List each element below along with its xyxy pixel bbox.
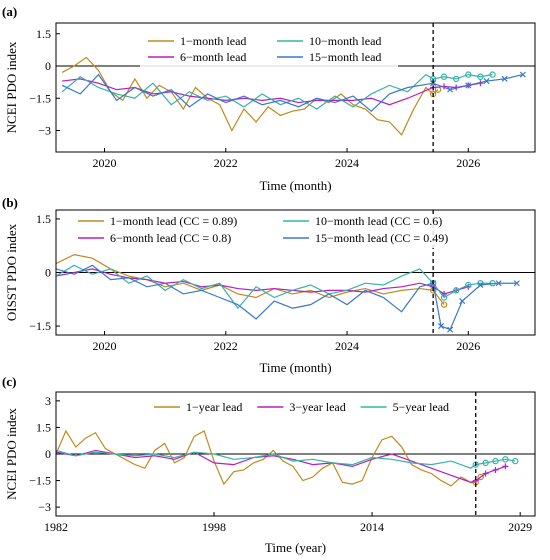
x-tick-label: 2026 — [456, 339, 480, 353]
legend-entry: 6−month lead (CC = 0.8) — [110, 231, 231, 245]
x-tick-label: 2020 — [93, 156, 117, 170]
series-3-marker — [437, 323, 445, 330]
series-line-0 — [61, 56, 439, 136]
x-axis-label: Time (month) — [259, 178, 331, 193]
panel-1: 2020 2022 2024 2026 1.5 0 −1.5 (b) Time (month) O… — [2, 195, 536, 375]
y-tick-label: 1.5 — [36, 27, 51, 41]
series-3-marker — [483, 78, 490, 85]
x-tick-label: 2029 — [508, 520, 532, 534]
series-3-marker — [513, 280, 520, 287]
panel-label: (b) — [2, 195, 18, 210]
series-line-0 — [56, 254, 445, 306]
x-tick-label: 2020 — [93, 339, 117, 353]
series-2-marker — [452, 75, 460, 83]
series-1-marker — [492, 466, 499, 473]
legend: 1−month lead (CC = 0.89) 6−month lead (CC… — [70, 214, 480, 248]
legend-entry: 15−month lead — [309, 50, 381, 64]
series-2-marker — [502, 456, 509, 463]
legend: 1−month lead 6−month lead 10−month lead 15−… — [140, 34, 398, 68]
series-0-marker — [440, 301, 448, 308]
series-2-marker — [465, 281, 472, 289]
series-line-0 — [56, 429, 482, 487]
series-3-marker — [447, 326, 454, 333]
series-2-marker — [465, 71, 472, 78]
panel-label: (c) — [2, 374, 16, 389]
series-line-3 — [61, 73, 524, 112]
y-axis-label: OISST PDO index — [4, 223, 19, 321]
y-tick-label: −1.5 — [29, 474, 51, 488]
series-2-marker — [512, 457, 519, 465]
series-2-marker — [440, 73, 448, 80]
series-line-1 — [56, 449, 506, 483]
legend-entry: 10−month lead (CC = 0.6) — [315, 214, 442, 228]
x-tick-label: 2022 — [214, 156, 238, 170]
legend-entry: 5−year lead — [393, 400, 449, 414]
series-line-2 — [56, 449, 516, 469]
series-line-3 — [56, 264, 517, 331]
series-3-marker — [495, 280, 502, 287]
axes-box — [55, 22, 536, 153]
y-tick-label: −3 — [38, 124, 51, 138]
x-tick-label: 1998 — [202, 520, 226, 534]
x-axis-label: Time (month) — [259, 360, 331, 375]
y-axis-label: NCEI PDO index — [4, 408, 19, 500]
x-tick-label: 1982 — [44, 520, 68, 534]
y-tick-label: 0 — [45, 59, 51, 73]
y-tick-label: 3 — [45, 394, 51, 408]
x-tick-label: 2014 — [360, 520, 384, 534]
panel-label: (a) — [2, 4, 17, 19]
x-tick-label: 2022 — [214, 339, 238, 353]
y-tick-label: 0 — [45, 266, 51, 280]
legend-entry: 1−month lead (CC = 0.89) — [110, 214, 237, 228]
series-2-marker — [477, 73, 484, 80]
x-tick-label: 2024 — [335, 156, 359, 170]
plot-area — [56, 429, 519, 487]
legend-entry: 1−month lead — [180, 34, 246, 48]
plot-area — [56, 254, 520, 333]
plot-area — [61, 56, 526, 136]
y-tick-label: −1.5 — [29, 91, 51, 105]
series-3-marker — [477, 281, 484, 289]
series-3-marker — [519, 71, 526, 78]
y-tick-label: 1.5 — [36, 420, 51, 434]
x-tick-label: 2024 — [335, 339, 359, 353]
series-line-2 — [61, 73, 493, 110]
series-2-marker — [440, 294, 448, 301]
panel-2: 1982 1998 2014 2029 3 1.5 0 −1.5 −3 (c) Time (year… — [2, 374, 536, 555]
series-0-marker — [477, 473, 484, 481]
series-2-marker — [492, 457, 499, 465]
y-tick-label: 0 — [45, 447, 51, 461]
y-tick-label: −3 — [38, 500, 51, 514]
y-tick-label: 1.5 — [36, 212, 51, 226]
series-3-marker — [501, 75, 508, 82]
series-3-marker — [430, 80, 437, 87]
x-tick-label: 2026 — [456, 156, 480, 170]
series-3-marker — [459, 298, 466, 305]
legend-entry: 10−month lead — [309, 34, 381, 48]
series-1-marker — [502, 463, 509, 470]
legend-entry: 3−year lead — [289, 400, 345, 414]
legend: 1−year lead 3−year lead 5−year lead — [146, 400, 456, 420]
series-2-marker — [489, 71, 496, 78]
series-3-marker — [465, 82, 472, 89]
y-axis-label: NCEI PDO index — [4, 41, 19, 133]
panel-0: 2020 2022 2024 2026 1.5 0 −1.5 −3 (a) Time (month… — [2, 4, 536, 193]
series-2-marker — [452, 287, 460, 294]
legend-entry: 6−month lead — [180, 50, 246, 64]
y-tick-label: −1.5 — [29, 319, 51, 333]
legend-entry: 1−year lead — [186, 400, 242, 414]
legend-entry: 15−month lead (CC = 0.49) — [315, 231, 448, 245]
series-1-marker — [482, 470, 489, 477]
series-3-marker — [447, 86, 454, 93]
series-2-marker — [482, 459, 489, 467]
x-axis-label: Time (year) — [265, 540, 326, 555]
